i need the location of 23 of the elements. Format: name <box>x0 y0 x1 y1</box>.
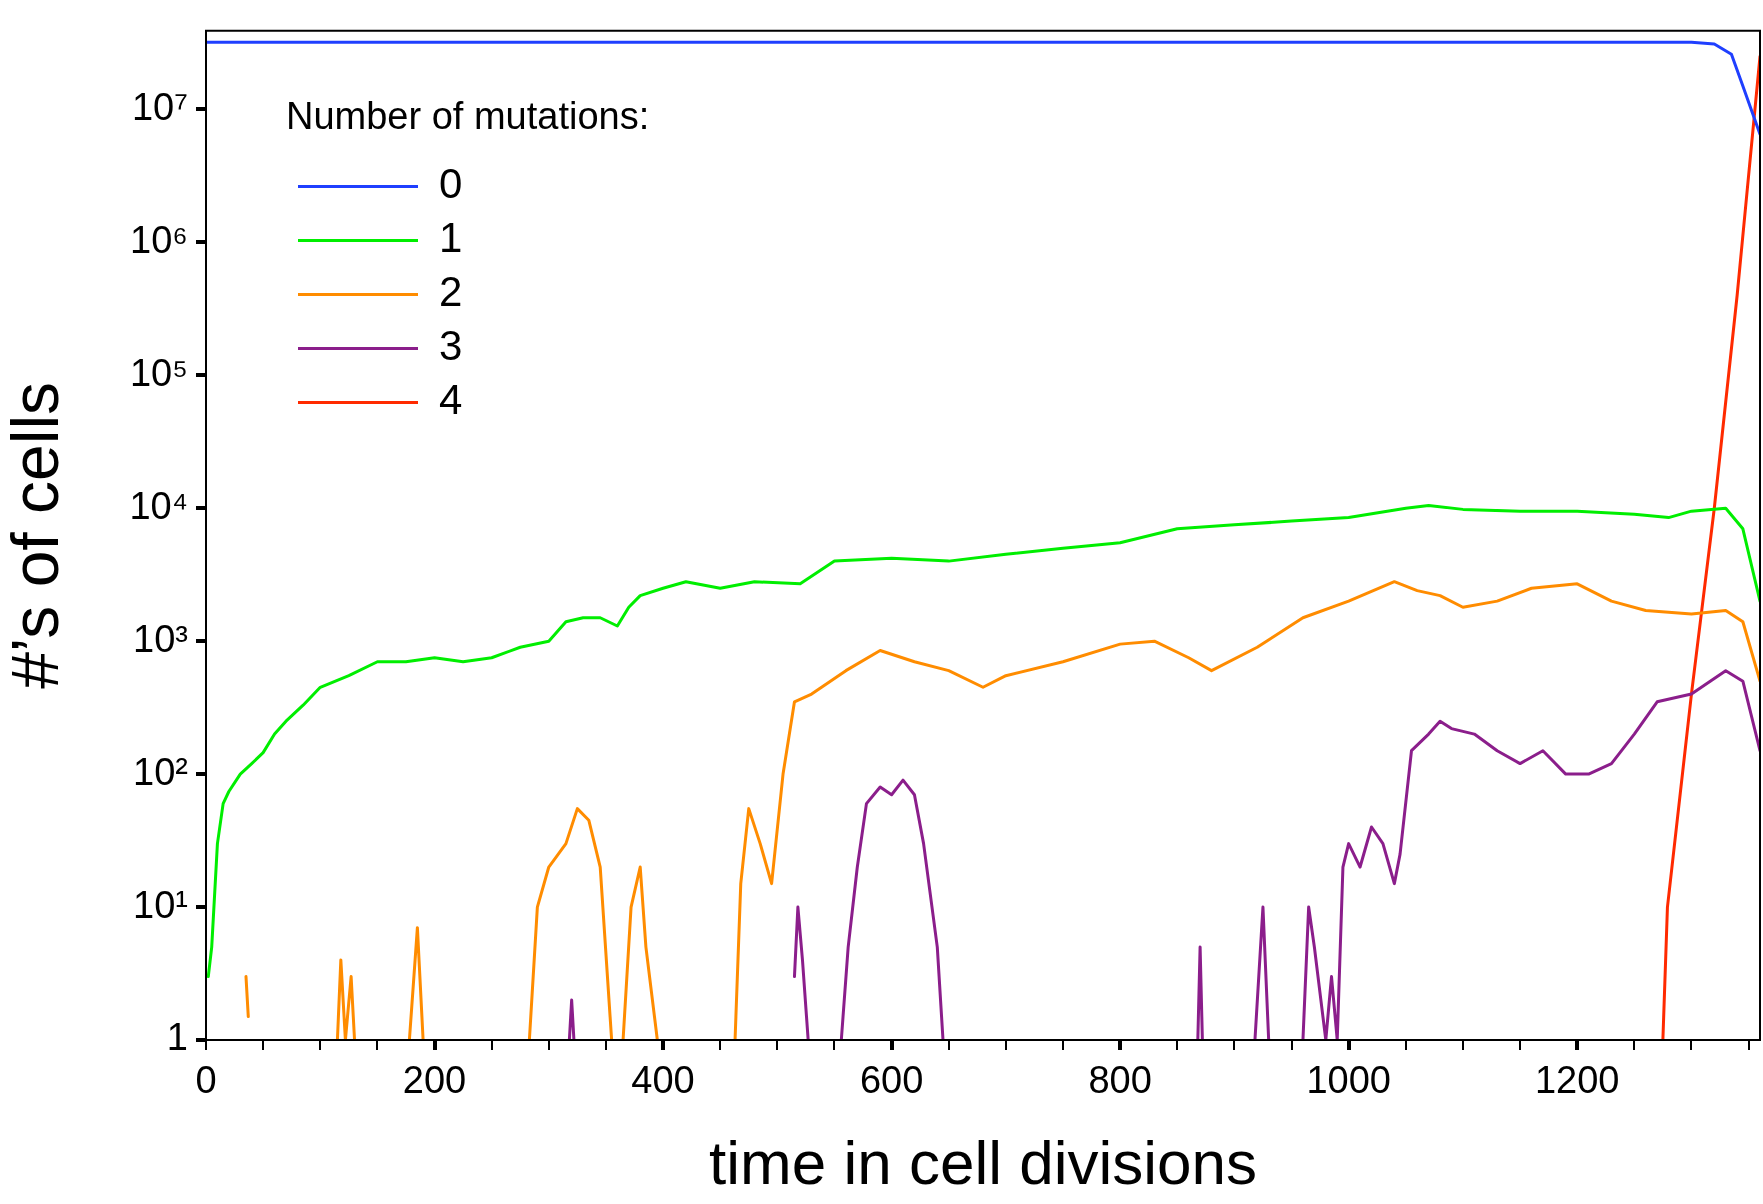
legend-label: 1 <box>439 214 463 262</box>
y-tick-label: 10⁵ <box>129 351 188 394</box>
y-tick-label: 10² <box>133 750 188 793</box>
x-tick-label: 1000 <box>1306 1059 1391 1102</box>
y-tick-label: 1 <box>166 1016 188 1059</box>
y-tick-label: 10⁴ <box>129 484 188 527</box>
legend-label: 4 <box>439 376 463 424</box>
y-axis-title: #’s of cells <box>0 381 72 689</box>
legend-title: Number of mutations: <box>286 95 650 138</box>
x-tick-label: 1200 <box>1534 1059 1620 1102</box>
x-tick-label: 0 <box>195 1059 217 1102</box>
x-tick-label: 200 <box>402 1059 467 1102</box>
x-tick-label: 400 <box>631 1059 695 1102</box>
x-tick-label: 600 <box>859 1059 924 1102</box>
x-axis-title: time in cell divisions <box>709 1127 1257 1197</box>
y-tick-label: 10⁶ <box>130 218 188 261</box>
y-tick-label: 10⁷ <box>131 85 188 128</box>
legend-label: 3 <box>439 322 463 370</box>
legend-label: 0 <box>439 160 463 208</box>
x-tick-label: 800 <box>1088 1059 1152 1102</box>
legend-label: 2 <box>439 268 463 316</box>
y-tick-label: 10³ <box>133 617 188 660</box>
y-tick-label: 10¹ <box>133 883 188 926</box>
